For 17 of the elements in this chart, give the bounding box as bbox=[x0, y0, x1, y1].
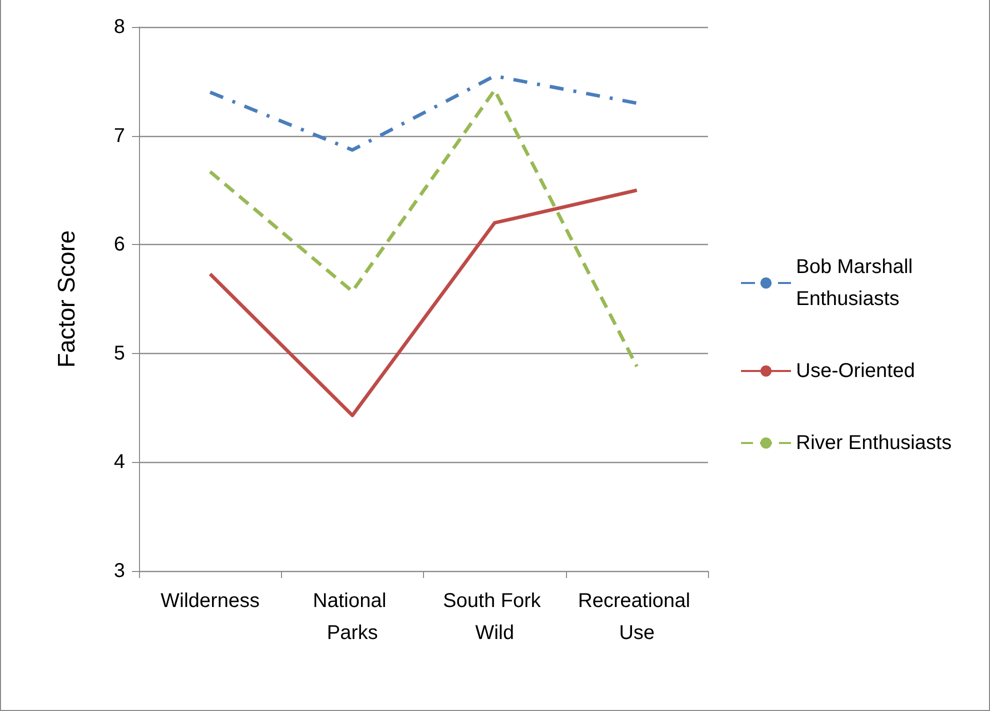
line-series bbox=[208, 74, 639, 152]
y-tick-label: 3 bbox=[114, 560, 125, 582]
legend-label: Use-Oriented bbox=[796, 360, 915, 382]
x-tick-label: Wilderness bbox=[160, 590, 260, 612]
x-tick-label: South Fork Wild bbox=[442, 590, 546, 644]
x-tick-label: National Parks bbox=[312, 590, 392, 644]
legend-label: Bob Marshall Enthusiasts bbox=[796, 256, 918, 310]
legend-label: River Enthusiasts bbox=[796, 432, 952, 454]
y-tick-label: 6 bbox=[114, 234, 125, 256]
line-series bbox=[208, 88, 639, 368]
y-tick-label: 7 bbox=[114, 124, 125, 147]
line-series bbox=[208, 188, 639, 418]
y-tick-label: 8 bbox=[114, 16, 125, 38]
x-tick-label: Recreational Use bbox=[578, 590, 696, 644]
y-tick-label: 4 bbox=[114, 451, 125, 474]
y-axis-title: Factor Score bbox=[54, 230, 80, 368]
y-tick-label: 5 bbox=[114, 342, 125, 364]
